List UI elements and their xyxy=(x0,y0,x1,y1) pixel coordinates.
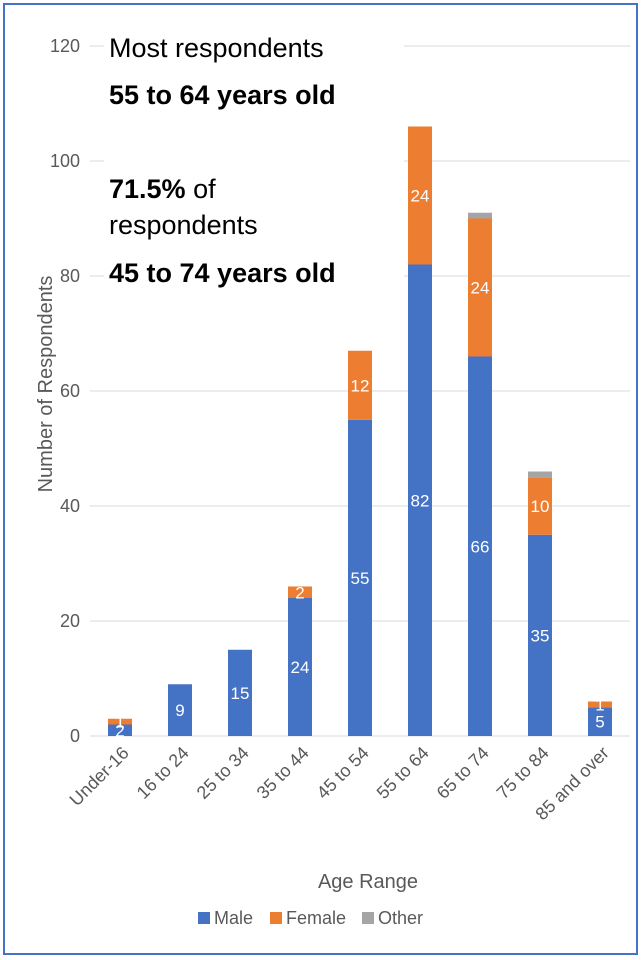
bar-other xyxy=(528,471,552,478)
annotation-line-4: respondents xyxy=(109,210,258,240)
bar-female xyxy=(528,477,552,535)
y-tick-label: 60 xyxy=(60,381,80,401)
annotation-line-2: 55 to 64 years old xyxy=(109,80,336,110)
legend-label-male: Male xyxy=(214,908,253,928)
data-label-female: 1 xyxy=(115,713,124,732)
x-tick-label: 25 to 34 xyxy=(193,743,253,803)
annotation-line-5: 45 to 74 years old xyxy=(109,258,336,288)
x-tick-label: Under-16 xyxy=(66,743,133,810)
annotation-percentage: 71.5% xyxy=(109,174,186,204)
x-tick-label: 16 to 24 xyxy=(133,743,193,803)
bar-male xyxy=(468,356,492,736)
data-label-male: 66 xyxy=(471,537,490,556)
bar-male xyxy=(348,419,372,736)
x-tick-label: 65 to 74 xyxy=(433,743,493,803)
legend-swatch-female xyxy=(270,912,282,924)
data-label-male: 24 xyxy=(291,658,310,677)
x-tick-label: 55 to 64 xyxy=(373,743,433,803)
data-label-female: 24 xyxy=(411,187,430,206)
bar-male xyxy=(108,724,132,736)
bar-male xyxy=(408,264,432,736)
data-label-female: 12 xyxy=(351,376,370,395)
data-label-female: 10 xyxy=(531,497,550,516)
data-label-female: 24 xyxy=(471,279,490,298)
y-tick-label: 80 xyxy=(60,266,80,286)
data-label-male: 82 xyxy=(411,491,430,510)
data-label-male: 5 xyxy=(595,713,604,732)
bar-female xyxy=(588,701,612,708)
bar-other xyxy=(468,212,492,219)
y-axis-title: Number of Respondents xyxy=(35,276,57,493)
y-tick-labels: 0 20 40 60 80 100 120 xyxy=(50,36,80,746)
legend-label-other: Other xyxy=(378,908,423,928)
y-tick-label: 100 xyxy=(50,151,80,171)
annotation-line-1: Most respondents xyxy=(109,33,324,63)
data-label-male: 2 xyxy=(115,721,124,740)
bar-female xyxy=(468,218,492,357)
y-tick-label: 0 xyxy=(70,726,80,746)
data-label-male: 35 xyxy=(531,626,550,645)
bar-male xyxy=(288,598,312,736)
data-label-male: 9 xyxy=(175,701,184,720)
legend-swatch-other xyxy=(362,912,374,924)
bar-male xyxy=(528,534,552,736)
bar-male xyxy=(588,707,612,736)
y-tick-label: 20 xyxy=(60,611,80,631)
data-label-male: 15 xyxy=(231,684,250,703)
x-tick-label: 75 to 84 xyxy=(493,743,553,803)
x-axis-title: Age Range xyxy=(318,871,418,893)
annotation-of: of xyxy=(186,174,217,204)
data-label-female: 1 xyxy=(595,695,604,714)
x-tick-labels: Under-16 16 to 24 25 to 34 35 to 44 45 to 54… xyxy=(66,743,613,824)
bars xyxy=(108,126,612,736)
x-tick-label: 35 to 44 xyxy=(253,743,313,803)
bar-female xyxy=(408,126,432,265)
data-label-male: 55 xyxy=(351,569,370,588)
x-tick-label: 45 to 54 xyxy=(313,743,373,803)
legend-label-female: Female xyxy=(286,908,346,928)
annotation-line-3: 71.5% of xyxy=(109,174,216,204)
legend: Male Female Other xyxy=(198,908,423,928)
bar-female xyxy=(108,718,132,725)
data-label-female: 2 xyxy=(295,583,304,602)
bar-male xyxy=(228,649,252,736)
annotation: Most respondents 55 to 64 years old 71.5… xyxy=(104,28,404,298)
legend-swatch-male xyxy=(198,912,210,924)
bar-female xyxy=(288,586,312,598)
bar-male xyxy=(168,684,192,736)
y-tick-label: 120 xyxy=(50,36,80,56)
bar-female xyxy=(348,350,372,420)
y-tick-label: 40 xyxy=(60,496,80,516)
